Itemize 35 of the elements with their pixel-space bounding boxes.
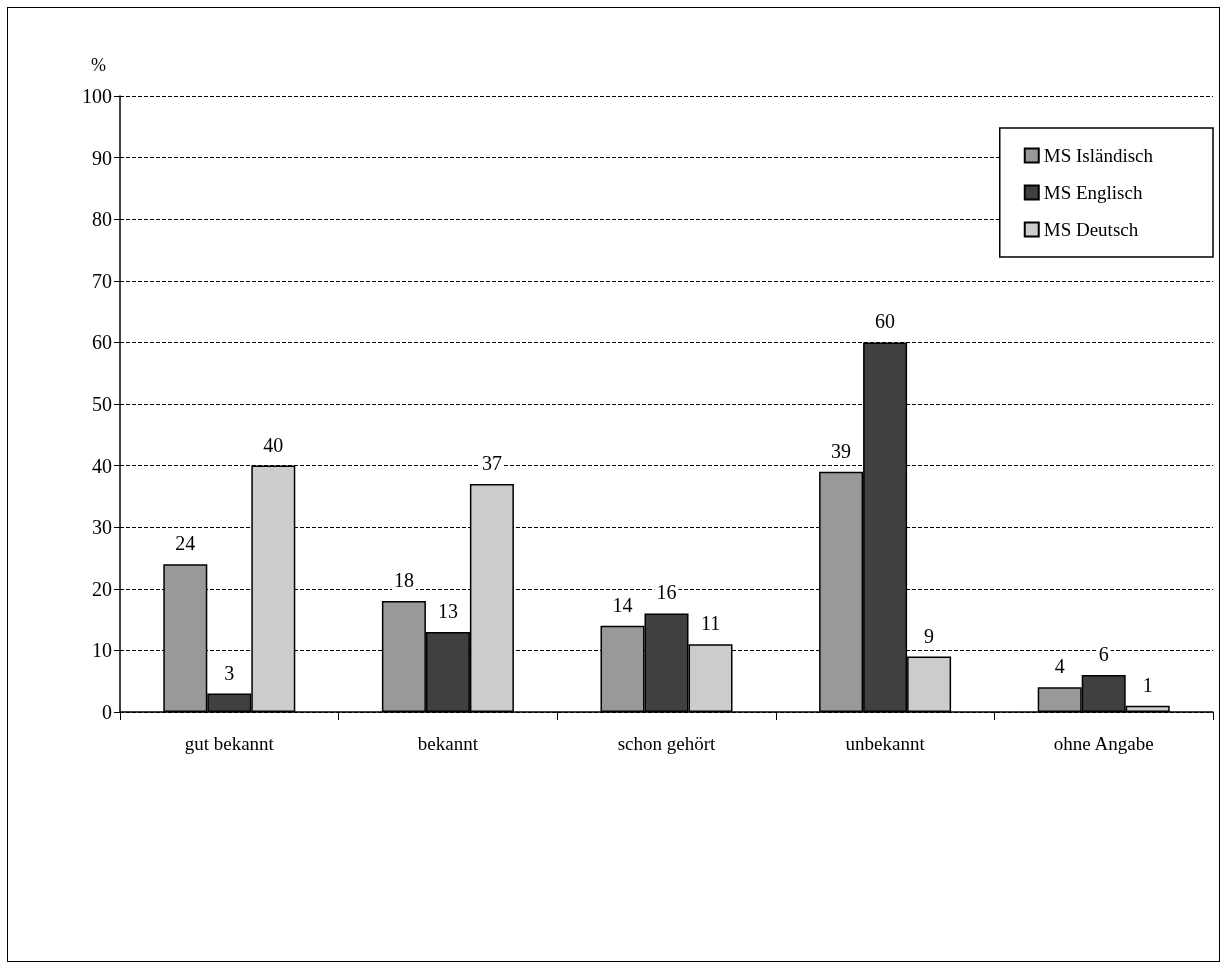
legend-label: MS Isländisch <box>1043 145 1154 166</box>
y-tick-label: 50 <box>92 393 112 415</box>
y-tick-label: 70 <box>92 269 112 292</box>
data-label: 60 <box>875 310 896 333</box>
data-label: 16 <box>656 581 677 604</box>
data-label: 1 <box>1142 673 1153 696</box>
data-label: 6 <box>1098 643 1109 666</box>
x-tick-label: ohne Angabe <box>1053 733 1154 754</box>
data-label: 14 <box>612 593 633 616</box>
x-tick-label: schon gehört <box>617 733 717 754</box>
y-tick-label: 20 <box>92 577 112 600</box>
y-tick-label: 90 <box>92 146 112 169</box>
legend-label: MS Deutsch <box>1043 219 1139 240</box>
data-label: 24 <box>175 532 196 555</box>
y-tick-label: 40 <box>92 454 112 477</box>
y-tick-label: 10 <box>92 639 112 662</box>
y-tick-label: 80 <box>92 208 112 231</box>
x-tick-label: gut bekannt <box>184 733 275 754</box>
x-tick-label: bekannt <box>417 733 479 754</box>
data-label: 11 <box>700 612 721 635</box>
data-label: 40 <box>263 433 284 456</box>
x-tick-label: unbekannt <box>845 733 926 754</box>
data-label: 3 <box>224 661 235 684</box>
y-tick-label: 0 <box>102 701 112 723</box>
data-label: 37 <box>481 452 502 475</box>
data-label: 9 <box>924 624 935 647</box>
y-tick-label: 30 <box>92 516 112 539</box>
y-tick-label: 100 <box>82 85 112 107</box>
y-tick-label: 60 <box>92 331 112 354</box>
data-label: 18 <box>393 569 414 592</box>
legend-label: MS Englisch <box>1043 182 1143 203</box>
data-label: 13 <box>437 599 458 622</box>
y-axis-title: % <box>91 55 106 75</box>
data-label: 39 <box>831 439 852 462</box>
data-label: 4 <box>1054 655 1065 678</box>
